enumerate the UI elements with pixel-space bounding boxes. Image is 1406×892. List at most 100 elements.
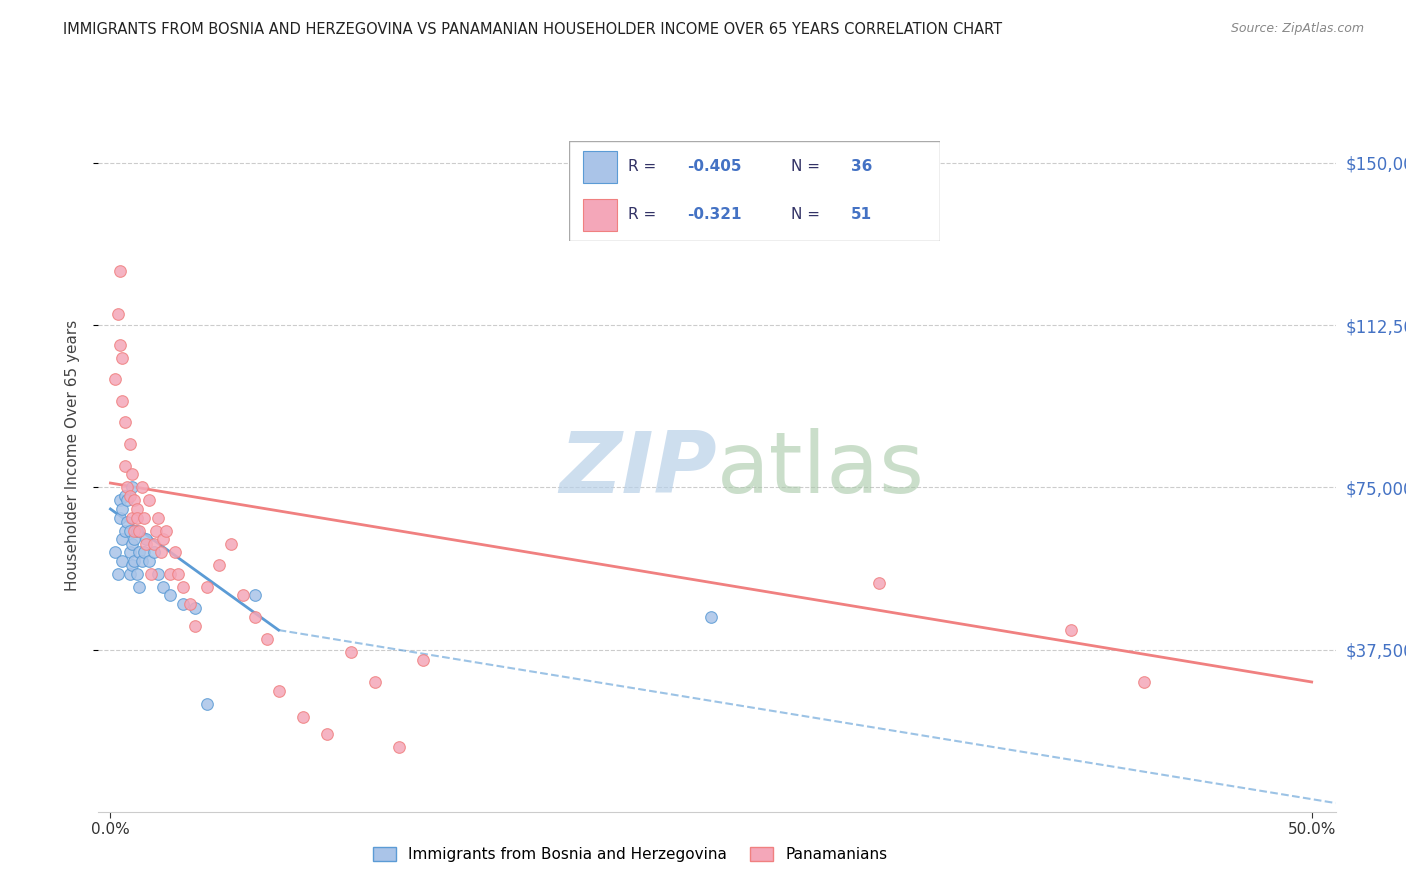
Text: -0.321: -0.321 <box>688 207 742 222</box>
Point <box>128 545 150 559</box>
Point <box>141 566 163 581</box>
Point <box>132 545 155 559</box>
Point <box>172 597 194 611</box>
Point <box>183 619 205 633</box>
Point <box>125 524 148 538</box>
Point <box>243 589 266 603</box>
Point <box>291 709 314 723</box>
Point <box>108 264 131 278</box>
Point <box>121 536 143 550</box>
Point <box>149 545 172 559</box>
Point <box>117 480 139 494</box>
Point <box>148 510 170 524</box>
Point <box>124 493 146 508</box>
FancyBboxPatch shape <box>583 151 617 183</box>
Point <box>104 372 127 386</box>
Point <box>124 533 146 547</box>
Point <box>243 610 266 624</box>
Point <box>111 351 134 365</box>
Point <box>195 697 218 711</box>
Point <box>132 510 155 524</box>
Point <box>135 533 157 547</box>
Point <box>131 480 153 494</box>
Point <box>179 597 201 611</box>
Point <box>1060 623 1083 637</box>
Point <box>183 601 205 615</box>
Text: 36: 36 <box>851 160 872 175</box>
Point <box>364 675 387 690</box>
Point <box>256 632 278 646</box>
Point <box>232 589 254 603</box>
Point <box>111 393 134 408</box>
Point <box>142 536 165 550</box>
Text: ZIP: ZIP <box>560 427 717 511</box>
Text: N =: N = <box>792 207 825 222</box>
Point <box>166 566 188 581</box>
Point <box>108 510 131 524</box>
Text: -0.405: -0.405 <box>688 160 742 175</box>
Point <box>219 536 242 550</box>
Point <box>339 645 361 659</box>
Point <box>172 580 194 594</box>
Point <box>118 566 141 581</box>
Point <box>111 502 134 516</box>
Point <box>267 683 290 698</box>
FancyBboxPatch shape <box>568 141 939 241</box>
Point <box>145 524 167 538</box>
Point <box>125 502 148 516</box>
Point <box>159 566 181 581</box>
Point <box>108 337 131 351</box>
Point <box>138 493 160 508</box>
Point <box>195 580 218 594</box>
Point <box>148 566 170 581</box>
Text: R =: R = <box>628 207 661 222</box>
Point <box>155 524 177 538</box>
Point <box>124 524 146 538</box>
Point <box>118 524 141 538</box>
Point <box>138 554 160 568</box>
Legend: Immigrants from Bosnia and Herzegovina, Panamanians: Immigrants from Bosnia and Herzegovina, … <box>367 841 894 868</box>
Point <box>118 545 141 559</box>
FancyBboxPatch shape <box>583 199 617 231</box>
Text: IMMIGRANTS FROM BOSNIA AND HERZEGOVINA VS PANAMANIAN HOUSEHOLDER INCOME OVER 65 : IMMIGRANTS FROM BOSNIA AND HERZEGOVINA V… <box>63 22 1002 37</box>
Point <box>125 510 148 524</box>
Point <box>111 554 134 568</box>
Point <box>165 545 187 559</box>
Point <box>114 524 136 538</box>
Point <box>121 480 143 494</box>
Point <box>108 493 131 508</box>
Point <box>159 589 181 603</box>
Point <box>412 653 434 667</box>
Point <box>152 580 174 594</box>
Point <box>104 545 127 559</box>
Text: Source: ZipAtlas.com: Source: ZipAtlas.com <box>1230 22 1364 36</box>
Point <box>131 554 153 568</box>
Point <box>114 416 136 430</box>
Text: 51: 51 <box>851 207 872 222</box>
Y-axis label: Householder Income Over 65 years: Householder Income Over 65 years <box>65 319 80 591</box>
Point <box>152 533 174 547</box>
Point <box>124 554 146 568</box>
Point <box>135 536 157 550</box>
Point <box>142 545 165 559</box>
Point <box>128 580 150 594</box>
Point <box>121 510 143 524</box>
Point <box>125 566 148 581</box>
Text: N =: N = <box>792 160 825 175</box>
Point <box>117 493 139 508</box>
Point <box>114 458 136 473</box>
Point <box>118 437 141 451</box>
Point <box>121 467 143 482</box>
Point <box>128 524 150 538</box>
Point <box>388 739 411 754</box>
Point <box>117 515 139 529</box>
Point <box>107 566 129 581</box>
Point <box>207 558 229 573</box>
Point <box>107 307 129 321</box>
Point <box>118 489 141 503</box>
Text: atlas: atlas <box>717 427 925 511</box>
Point <box>121 558 143 573</box>
Point <box>114 489 136 503</box>
Point <box>868 575 890 590</box>
Text: R =: R = <box>628 160 661 175</box>
